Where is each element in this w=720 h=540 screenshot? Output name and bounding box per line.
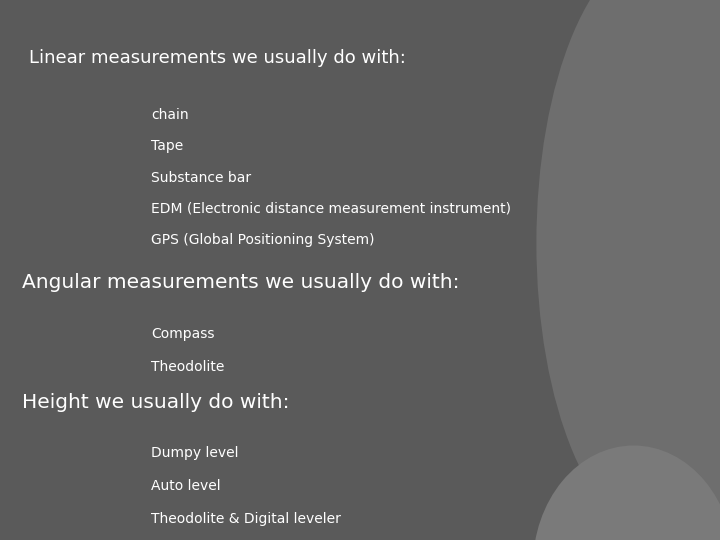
Text: Linear measurements we usually do with:: Linear measurements we usually do with:: [29, 49, 405, 66]
Text: Auto level: Auto level: [151, 479, 221, 493]
Text: Substance bar: Substance bar: [151, 171, 251, 185]
Text: Theodolite: Theodolite: [151, 360, 225, 374]
Text: EDM (Electronic distance measurement instrument): EDM (Electronic distance measurement ins…: [151, 202, 511, 216]
Text: Compass: Compass: [151, 327, 215, 341]
Text: Theodolite & Digital leveler: Theodolite & Digital leveler: [151, 512, 341, 526]
Text: chain: chain: [151, 108, 189, 122]
Text: GPS (Global Positioning System): GPS (Global Positioning System): [151, 233, 374, 247]
Text: Angular measurements we usually do with:: Angular measurements we usually do with:: [22, 273, 459, 292]
Text: Height we usually do with:: Height we usually do with:: [22, 393, 289, 412]
Text: Tape: Tape: [151, 139, 184, 153]
Ellipse shape: [536, 0, 720, 540]
Text: Dumpy level: Dumpy level: [151, 446, 239, 460]
Ellipse shape: [533, 446, 720, 540]
